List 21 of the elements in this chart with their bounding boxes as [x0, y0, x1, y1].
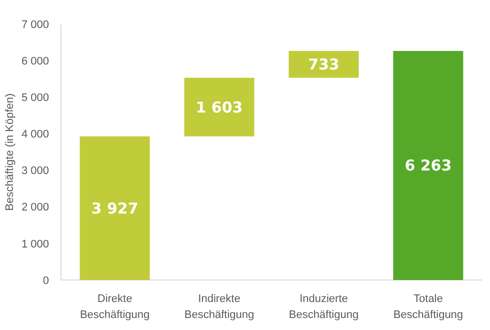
data-label: 733: [308, 56, 340, 74]
x-tick-label: Direkte Beschäftigung: [80, 293, 150, 321]
data-label: 3 927: [91, 199, 138, 218]
y-tick-label: 1 000: [21, 238, 49, 250]
y-tick-label: 7 000: [21, 18, 49, 31]
y-tick-label: 5 000: [21, 92, 49, 104]
data-label: 1 603: [196, 98, 243, 116]
y-tick-label: 0: [42, 274, 49, 287]
y-tick-label: 4 000: [21, 128, 49, 141]
x-tick-label: Indirekte Beschäftigung: [184, 293, 254, 321]
data-label: 6 263: [404, 156, 452, 175]
bar: [393, 50, 464, 280]
bar: [288, 50, 359, 78]
x-tick-label: Induzierte Beschäftigung: [288, 293, 359, 321]
y-tick-label: 6 000: [21, 55, 49, 68]
bar: [184, 78, 254, 136]
bar: [80, 136, 150, 280]
x-tick-label: Totale Beschäftigung: [393, 293, 464, 321]
y-tick-label: 3 000: [21, 165, 49, 178]
y-tick-label: 2 000: [21, 202, 49, 214]
y-axis-title: Beschäftigte (in Köpfen): [4, 93, 16, 211]
